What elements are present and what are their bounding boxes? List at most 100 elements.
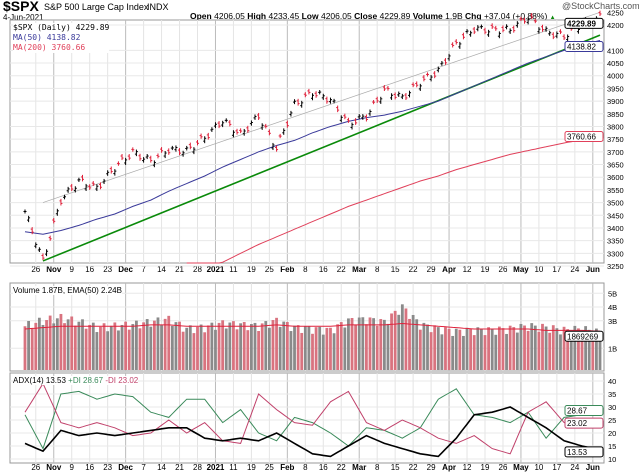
volume-bar: [573, 325, 577, 370]
x-tick-label: 26: [31, 463, 40, 472]
plus-di-line: [24, 388, 601, 450]
volume-bar: [372, 318, 375, 370]
panel-frame: [9, 372, 605, 464]
volume-bar: [314, 327, 318, 370]
x-tick-label: Nov: [46, 463, 62, 472]
volume-bar: [533, 325, 537, 370]
volume-bar: [41, 324, 45, 370]
y-tick-label: 3550: [607, 186, 624, 195]
x-tick-label: 22: [337, 265, 346, 274]
volume-bar: [142, 322, 145, 370]
volume-bar: [397, 314, 401, 370]
volume-bar: [170, 325, 174, 370]
volume-bar: [523, 325, 526, 370]
volume-bar: [178, 321, 181, 370]
volume-bar: [84, 328, 88, 370]
y-tick-label: 3400: [607, 224, 624, 233]
x-tick-label: 19: [247, 265, 256, 274]
volume-bar: [45, 320, 48, 370]
y-tick-label: 4200: [607, 21, 624, 30]
volume-bar: [433, 325, 437, 370]
x-tick-label: Apr: [442, 265, 456, 274]
volume-bar: [199, 324, 203, 370]
x-tick-label: 9: [69, 463, 74, 472]
volume-value: 1.9B: [445, 11, 463, 21]
volume-bar: [235, 329, 239, 370]
x-tick-label: 11: [229, 265, 238, 274]
volume-bar: [318, 326, 322, 370]
volume-bar: [145, 319, 149, 370]
volume-bar: [293, 325, 296, 370]
volume-bar: [526, 330, 530, 370]
volume-bar: [289, 331, 293, 370]
volume-bar: [426, 324, 429, 370]
volume-bar: [497, 326, 501, 370]
y-tick-label: 4250: [607, 8, 624, 17]
volume-bar: [217, 322, 221, 370]
adx-y-tick-label: 35: [608, 390, 616, 399]
adx-y-tick-label: 40: [608, 377, 616, 386]
volume-bar: [447, 328, 451, 370]
volume-bar: [192, 333, 196, 370]
volume-bar: [515, 332, 519, 370]
volume-bar: [368, 317, 372, 370]
x-tick-label: 12: [463, 463, 472, 472]
volume-bar: [109, 325, 113, 370]
volume-bar: [250, 324, 253, 370]
legend-minus-di: -DI 23.02: [105, 376, 139, 385]
volume-bar: [91, 322, 95, 370]
last-minus-di-label-box: [564, 417, 604, 429]
volume-bar: [454, 328, 458, 370]
volume-bar: [411, 314, 415, 370]
volume-bar: [120, 324, 124, 370]
x-tick-label: 2021: [207, 463, 225, 472]
volume-bar: [214, 329, 217, 370]
x-tick-label: 7: [141, 463, 146, 472]
volume-bar: [436, 327, 440, 370]
x-tick-label: 16: [319, 463, 328, 472]
volume-bar: [541, 323, 544, 370]
volume-bar: [185, 327, 189, 370]
volume-bar: [99, 326, 102, 370]
volume-bar: [587, 329, 591, 370]
volume-bar: [296, 325, 300, 370]
volume-bar: [580, 333, 584, 370]
volume-bar: [300, 332, 304, 370]
volume-bar: [174, 322, 178, 370]
legend-adx: ADX(14) 13.53: [13, 376, 66, 385]
adx-y-tick-label: 20: [608, 429, 616, 438]
volume-bar: [444, 327, 447, 370]
trendline: [42, 34, 601, 262]
volume-bar: [343, 327, 347, 370]
high-label: High: [247, 11, 267, 21]
x-tick-label: 12: [463, 265, 472, 274]
volume-y-tick-label: 3B: [608, 317, 617, 326]
x-tick-label: 9: [69, 265, 74, 274]
volume-bar: [559, 334, 562, 370]
volume-bar: [555, 328, 559, 370]
volume-bar: [34, 322, 38, 370]
volume-bar: [494, 334, 498, 370]
volume-bar: [149, 326, 153, 370]
x-tick-label: Mar: [352, 463, 366, 472]
x-tick-label: 11: [229, 463, 238, 472]
volume-bar: [404, 308, 408, 370]
x-tick-label: 29: [427, 265, 436, 274]
volume-bar: [278, 326, 282, 370]
volume-bar: [131, 324, 135, 370]
brand[interactable]: @StockCharts.com: [562, 1, 639, 11]
volume-bar: [440, 334, 444, 370]
open-value: 4206.05: [214, 11, 245, 21]
volume-bar: [584, 326, 588, 370]
y-tick-label: 4000: [607, 72, 624, 81]
volume-bar: [347, 318, 350, 370]
volume-bar: [393, 310, 397, 370]
volume-bar: [329, 327, 332, 370]
volume-bar: [102, 323, 106, 370]
panel-frame: [9, 282, 605, 372]
volume-bar: [163, 318, 167, 370]
volume-bar: [458, 329, 462, 370]
volume-bar: [365, 324, 368, 370]
volume-bar: [548, 332, 552, 370]
adx-line: [24, 406, 601, 458]
